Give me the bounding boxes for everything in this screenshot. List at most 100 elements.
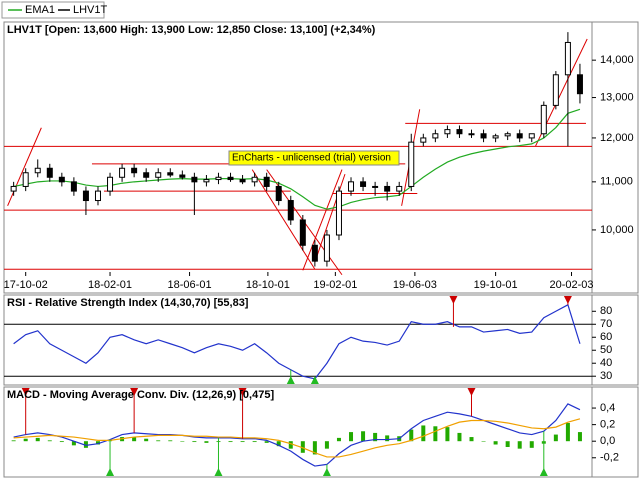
- candle-body: [432, 133, 439, 139]
- candle-body: [576, 74, 583, 95]
- indicator-line: [13, 303, 581, 380]
- x-tick-label: 19-02-01: [313, 279, 357, 291]
- histogram-bar: [228, 441, 233, 443]
- plot-area: [4, 296, 592, 384]
- histogram-bar: [276, 441, 281, 447]
- candle-body: [155, 172, 162, 178]
- candle-body: [215, 176, 222, 181]
- candle-body: [504, 133, 511, 137]
- x-tick-label: 17-10-02: [4, 279, 48, 291]
- histogram-bar: [433, 426, 438, 442]
- histogram-bar: [565, 422, 570, 442]
- candle-body: [82, 190, 89, 202]
- y-tick-label: 12,000: [600, 132, 634, 144]
- buy-signal: [310, 376, 319, 384]
- candle-body: [348, 181, 355, 192]
- histogram-bar: [11, 440, 16, 442]
- candle-body: [299, 219, 306, 246]
- histogram-bar: [132, 437, 137, 442]
- histogram-bar: [180, 441, 185, 442]
- histogram-bar: [517, 441, 522, 449]
- y-tick-label: 0,4: [600, 402, 615, 414]
- watermark: EnCharts - unlicensed (trial) version: [232, 153, 391, 164]
- axis-area: [591, 21, 639, 294]
- candle-body: [323, 234, 330, 262]
- panel: [3, 294, 593, 386]
- plot-area: [4, 32, 592, 276]
- histogram-bar: [349, 432, 354, 442]
- histogram-bar: [59, 441, 64, 443]
- histogram-bar: [493, 441, 498, 445]
- candle-body: [179, 174, 186, 178]
- buy-signal: [539, 468, 548, 476]
- y-tick-label: 30: [600, 370, 612, 382]
- y-tick-label: 13,000: [600, 91, 634, 103]
- sell-signal: [130, 388, 139, 396]
- candle-body: [540, 104, 547, 135]
- x-tick-label: 18-06-01: [168, 279, 212, 291]
- watermark-box: [228, 150, 400, 166]
- candle-body: [119, 167, 126, 178]
- histogram-bar: [300, 441, 305, 453]
- candle-body: [528, 133, 535, 139]
- y-tick-label: 0,2: [600, 419, 615, 431]
- sell-signal: [449, 296, 458, 304]
- candle-body: [564, 41, 571, 76]
- candle-body: [516, 133, 523, 139]
- histogram-bar: [192, 441, 197, 443]
- histogram-bar: [71, 441, 76, 446]
- candle-body: [263, 176, 270, 187]
- candle-body: [191, 176, 198, 183]
- candle-body: [239, 179, 246, 183]
- y-tick-label: 0,0: [600, 435, 615, 447]
- buy-signal: [214, 468, 223, 476]
- histogram-bar: [529, 441, 534, 448]
- histogram-bar: [481, 441, 486, 442]
- y-tick-label: 40: [600, 357, 612, 369]
- sell-signal: [238, 388, 247, 396]
- histogram-bar: [312, 441, 317, 455]
- legend: [1, 1, 105, 19]
- candle-body: [143, 172, 150, 178]
- candle-body: [167, 172, 174, 176]
- histogram-bar: [421, 425, 426, 442]
- x-tick-label: 19-10-01: [474, 279, 518, 291]
- x-tick-label: 18-10-01: [246, 279, 290, 291]
- histogram-bar: [35, 437, 40, 442]
- histogram-bar: [373, 432, 378, 442]
- candle-body: [94, 190, 101, 202]
- histogram-bar: [47, 440, 52, 442]
- candle-body: [131, 167, 138, 174]
- candle-body: [444, 129, 451, 135]
- histogram-bar: [264, 441, 269, 443]
- y-tick-label: 14,000: [600, 54, 634, 66]
- histogram-bar: [156, 440, 161, 442]
- candle-body: [70, 181, 77, 192]
- histogram-bar: [469, 437, 474, 442]
- candle-body: [480, 133, 487, 139]
- y-tick-label: 80: [600, 305, 612, 317]
- histogram-bar: [240, 441, 245, 443]
- axis-area: [591, 294, 639, 386]
- candle-body: [456, 129, 463, 135]
- candle-body: [22, 172, 29, 187]
- histogram-bar: [505, 441, 510, 447]
- y-tick-label: 70: [600, 318, 612, 330]
- sell-signal: [21, 388, 30, 396]
- histogram-bar: [409, 429, 414, 442]
- trend-line: [302, 169, 343, 271]
- candle-body: [287, 200, 294, 221]
- candle-body: [420, 137, 427, 143]
- candle-body: [58, 176, 65, 183]
- signal-line: [13, 418, 581, 458]
- sell-signal: [563, 296, 572, 304]
- candle-body: [203, 179, 210, 183]
- histogram-bar: [288, 441, 293, 449]
- histogram-bar: [457, 432, 462, 442]
- plot-area: [11, 388, 582, 476]
- candle-body: [468, 133, 475, 136]
- buy-signal: [286, 376, 295, 384]
- candle-body: [46, 167, 53, 178]
- trend-line: [251, 169, 316, 270]
- buy-signal: [322, 468, 331, 476]
